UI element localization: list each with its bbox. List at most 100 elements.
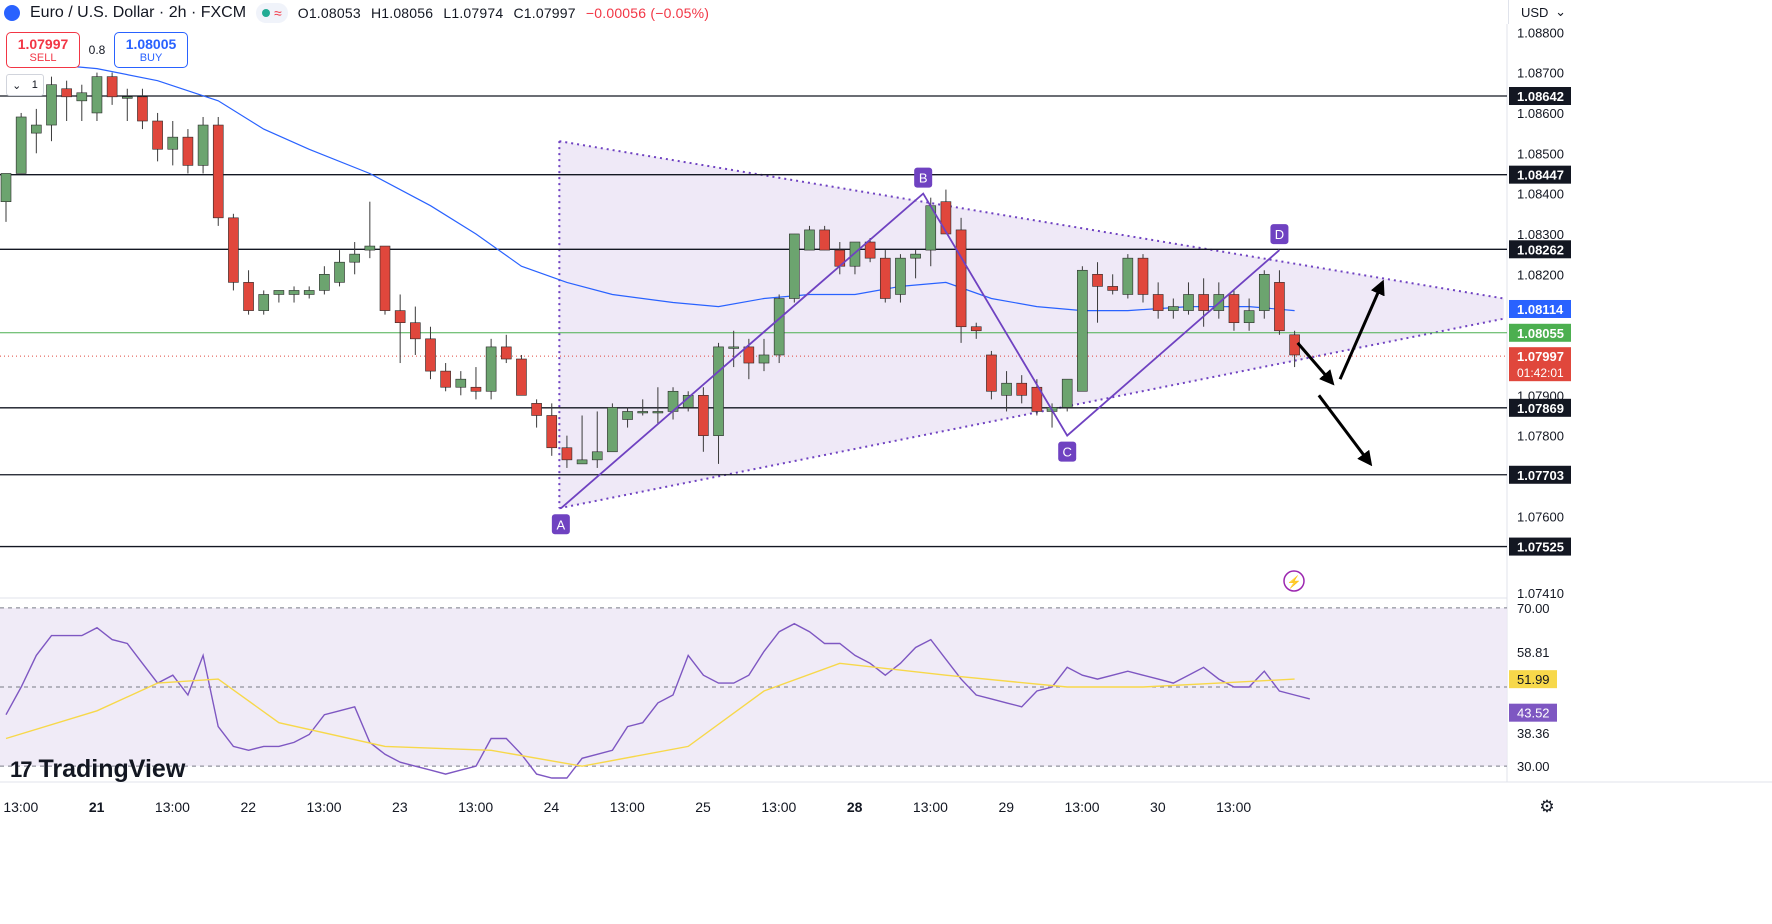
buy-button[interactable]: 1.08005 BUY [114,32,188,68]
tradingview-mark-icon: 17 [10,756,33,782]
level-tag-1.07703-bg [1509,465,1571,484]
candle-body [713,346,724,436]
indicators-toggle[interactable]: ⌄ 1 [6,74,44,96]
candle-body [849,241,861,267]
sell-button[interactable]: 1.07997 SELL [6,32,80,68]
price-tick-1.08300: 1.08300 [1517,227,1564,242]
candle-body [61,88,72,98]
candle-83 [1258,270,1270,319]
price-tag-1.08055-bg [1509,323,1571,342]
price-tick-1.08400: 1.08400 [1517,187,1564,202]
chevron-down-icon: ⌄ [12,79,22,92]
candle-84 [1274,270,1285,335]
change-value: −0.00056 (−0.05%) [585,5,710,21]
candle-37 [561,435,573,468]
price-tick-1.08500: 1.08500 [1517,146,1564,161]
sell-label: SELL [29,52,57,64]
candle-82 [1243,298,1255,331]
moving-average-line [5,59,1295,312]
candle-body [955,229,967,328]
price-tick-1.08700: 1.08700 [1517,66,1564,81]
candle-body [773,298,785,356]
time-tick-3: 22 [240,799,256,815]
candle-1 [15,112,27,174]
time-tick-5: 23 [392,799,408,815]
candle-41 [622,407,633,428]
market-status[interactable]: ≈ [256,3,288,23]
candle-body [182,136,194,166]
candle-0 [0,173,12,222]
candle-59 [895,254,906,303]
candle-21 [319,266,330,295]
candle-4 [61,80,72,122]
candle-85 [1289,330,1300,368]
candle-body [804,229,815,251]
candle-66 [1001,371,1012,412]
candle-75 [1137,254,1149,303]
level-tag-1.07703: 1.07703 [1517,468,1564,483]
candle-78 [1183,282,1194,315]
candle-body [349,253,360,263]
candle-body [273,290,285,295]
candle-body [243,282,254,311]
candle-body [1016,382,1028,396]
candle-body [1077,269,1088,392]
time-tick-14: 13:00 [1065,799,1100,815]
level-tag-1.08447-bg [1509,165,1571,184]
market-open-dot-icon [262,9,271,17]
candle-72 [1092,262,1103,323]
candle-17 [258,290,270,315]
candle-38 [576,415,588,465]
settings-gear-icon[interactable]: ⚙ [1539,797,1555,816]
level-tag-1.07525: 1.07525 [1517,540,1564,555]
time-tick-10: 13:00 [761,799,796,815]
candle-33 [500,334,512,364]
rsi-tick-58.81: 58.81 [1517,645,1550,660]
abcd-label-box-C [1058,441,1077,462]
candle-body [455,378,467,388]
level-tag-1.07869: 1.07869 [1517,401,1564,416]
time-tick-7: 24 [544,799,560,815]
candle-35 [531,399,542,428]
candle-8 [121,88,133,122]
wave-icon: ≈ [274,5,282,21]
price-tag-1.08055: 1.08055 [1517,326,1564,341]
price-tick-1.08800: 1.08800 [1517,25,1564,40]
abcd-label-D: D [1275,227,1284,242]
level-tag-1.08642-bg [1509,87,1571,106]
candle-body [76,92,88,102]
candle-body [758,354,770,364]
candle-26 [394,294,406,364]
candle-body [152,120,163,150]
rsi-tick-30.00: 30.00 [1517,759,1550,774]
candle-body [15,116,27,174]
candle-body [258,294,270,311]
rsi-value-tag: 43.52 [1517,706,1550,721]
candle-54 [819,225,830,251]
symbol-title[interactable]: Euro / U.S. Dollar · 2h · FXCM [30,4,247,21]
currency-selector[interactable]: USD ⌄ [1508,0,1572,24]
candle-74 [1122,254,1134,299]
projection-arrow-2 [1317,394,1373,467]
ohlc-values: O1.08053 H1.08056 L1.07974 C1.07997 −0.0… [298,5,715,21]
time-tick-8: 13:00 [610,799,645,815]
candle-body [500,346,512,360]
tradingview-logo[interactable]: 17 TradingView [10,755,185,784]
candle-body [364,245,376,251]
candle-body [137,96,148,122]
lightning-icon: ⚡ [1287,575,1302,589]
candle-body [334,261,345,283]
candle-body [1061,378,1073,408]
candle-15 [228,213,239,291]
price-tick-1.07800: 1.07800 [1517,429,1564,444]
candle-30 [455,371,467,396]
candle-14 [212,116,224,226]
candle-body [1092,273,1103,287]
time-tick-4: 13:00 [307,799,342,815]
candle-body [167,136,179,150]
indicator-count: 1 [31,79,38,91]
candle-body [637,411,649,414]
candle-body [440,370,451,388]
